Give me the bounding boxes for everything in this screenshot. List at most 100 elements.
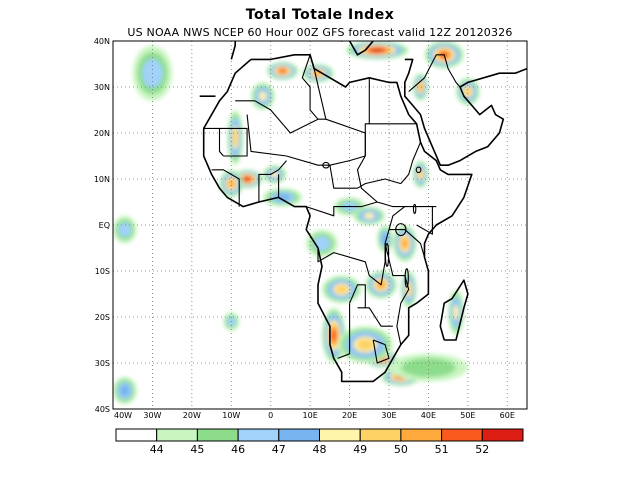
field-cell — [337, 326, 393, 363]
country-border — [349, 284, 366, 308]
country-border — [416, 206, 433, 235]
country-border — [211, 169, 240, 207]
country-border — [337, 303, 351, 359]
country-border — [408, 54, 461, 93]
field-contour — [330, 328, 337, 342]
longitude-label: 40E — [421, 411, 436, 420]
longitude-label: 10W — [222, 411, 240, 420]
coastline — [439, 279, 469, 341]
field-contour — [356, 338, 374, 351]
field-contour — [232, 129, 238, 147]
country-border — [246, 114, 358, 189]
colorbar-swatch — [237, 428, 280, 442]
colorbar-label: 47 — [272, 443, 286, 456]
latitude-labels: 40N 30N 20N 10N EQ 10S 20S 30S 40S — [94, 37, 110, 414]
field-cell — [262, 188, 303, 207]
country-border — [329, 155, 366, 166]
colorbar-label: 49 — [353, 443, 367, 456]
field-cell — [227, 110, 244, 166]
plot-area — [113, 41, 527, 409]
field-cell — [251, 82, 275, 110]
field-cell — [448, 289, 464, 336]
country-border — [235, 100, 326, 134]
colorbar-swatch — [319, 428, 361, 442]
colorbar-swatch — [359, 428, 402, 442]
country-border — [357, 178, 401, 189]
colorbar-swatch — [278, 428, 320, 442]
lat-lon-grid — [113, 41, 527, 409]
country-border — [203, 127, 224, 157]
country-border — [306, 201, 378, 217]
longitude-label: 30E — [381, 411, 396, 420]
lake-outline — [384, 242, 390, 267]
field-contour — [119, 384, 130, 397]
colorbar-swatch — [441, 428, 483, 442]
field-contour — [363, 212, 375, 220]
country-border — [301, 54, 319, 120]
colorbar-boxes — [115, 428, 524, 442]
field-cell — [266, 61, 299, 81]
coastline — [202, 53, 473, 383]
lake-outline — [395, 223, 407, 237]
colorbar-label: 51 — [435, 443, 449, 456]
country-border — [384, 243, 410, 345]
latitude-label: 10S — [95, 267, 110, 276]
coastline — [403, 58, 527, 166]
latitude-label: 40N — [94, 37, 110, 46]
country-border — [219, 127, 248, 157]
longitude-label: 40W — [114, 411, 132, 420]
field-cell — [412, 73, 429, 101]
colorbar-label: 45 — [190, 443, 204, 456]
colorbar-label: 46 — [231, 443, 245, 456]
colorbar-labels: 44 45 46 47 48 49 50 51 52 — [150, 443, 490, 456]
field-cell — [262, 165, 287, 184]
colorbar-swatch — [196, 428, 239, 442]
colorbar-swatch — [115, 428, 158, 442]
field-contour — [228, 179, 235, 188]
field-cell — [412, 160, 429, 189]
latitude-label: 40S — [95, 405, 110, 414]
colorbar-label: 50 — [394, 443, 408, 456]
longitude-label: 30W — [143, 411, 161, 420]
country-border — [400, 141, 422, 184]
field-contour — [464, 87, 472, 96]
map-frame — [112, 40, 528, 410]
field-contour — [453, 304, 459, 321]
field-cell — [113, 215, 137, 244]
field-contour — [118, 222, 132, 237]
field-contour — [258, 91, 268, 102]
country-border — [389, 229, 426, 258]
field-contour — [418, 83, 423, 91]
field-contour — [243, 177, 251, 181]
field-contour — [335, 285, 348, 294]
field-contour — [278, 68, 287, 74]
lake-outline — [415, 166, 422, 174]
boundaries — [199, 41, 527, 383]
field-contour — [313, 236, 331, 251]
field-cell — [113, 376, 137, 405]
colorbar-swatch — [400, 428, 443, 442]
latitude-label: 10N — [94, 175, 110, 184]
map-subtitle: US NOAA NWS NCEP 60 Hour 00Z GFS forecas… — [127, 26, 513, 39]
longitude-label: 20W — [183, 411, 201, 420]
colorbar: 44 45 46 47 48 49 50 51 52 — [115, 428, 524, 456]
field-contour — [370, 48, 384, 53]
colorbar-label: 52 — [475, 443, 489, 456]
colorbar-swatch — [156, 428, 198, 442]
longitude-label: 60E — [500, 411, 515, 420]
longitude-label: 0 — [268, 411, 273, 420]
longitude-label: 50E — [460, 411, 475, 420]
country-border — [356, 133, 437, 208]
latitude-label: 20N — [94, 129, 110, 138]
country-border — [408, 59, 414, 74]
country-border — [357, 307, 393, 327]
latitude-label: 30N — [94, 83, 110, 92]
lake-outline — [404, 268, 409, 288]
field-contour — [401, 238, 408, 249]
latitude-label: 30S — [95, 359, 110, 368]
latitude-label: 20S — [95, 313, 110, 322]
colorbar-label: 48 — [313, 443, 327, 456]
colorbar-label: 44 — [150, 443, 164, 456]
field-cell — [353, 206, 386, 225]
lake-outline — [322, 161, 330, 169]
